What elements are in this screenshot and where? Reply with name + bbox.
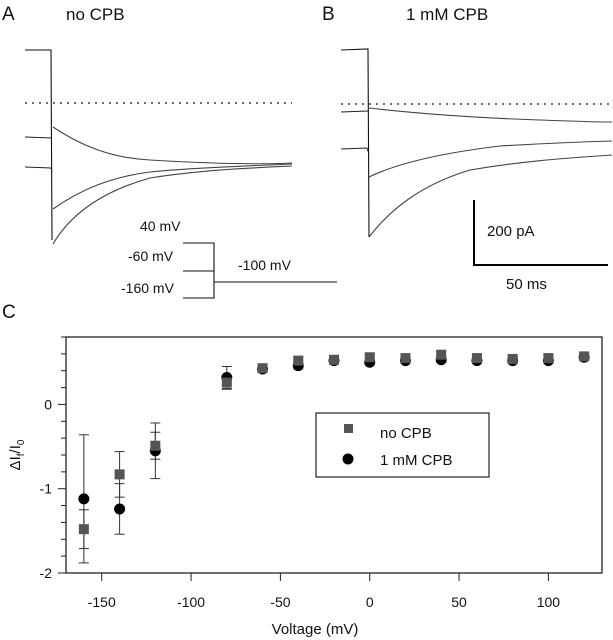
tail-trace-a-3 [52, 165, 293, 245]
protocol-steps [183, 242, 337, 299]
y-tick-label: -1 [40, 481, 53, 497]
legend-frame [315, 412, 490, 478]
legend: no CPB 1 mM CPB [315, 412, 490, 478]
x-axis-ticks: -150 -100 -50 0 50 100 [88, 573, 561, 610]
y-tick-label: 0 [44, 396, 52, 412]
trace-a-prepulse-minus60 [24, 136, 53, 139]
data-point-square [579, 351, 590, 362]
data-point-square [293, 355, 304, 366]
data-point-square [114, 469, 125, 480]
scale-bar-current-label: 200 pA [487, 223, 535, 240]
protocol-label-minus160mv: -160 mV [121, 280, 175, 296]
tail-trace-a-2 [52, 163, 293, 210]
y-label-sub-0: 0 [16, 439, 27, 445]
data-point-circle [78, 493, 90, 505]
y-label-delta-i: ΔI [7, 456, 24, 470]
trace-b-prepulse-minus160 [340, 147, 370, 155]
panel-c-chart: -2 -1 0 -150 -100 -50 0 50 100 Voltage (mV) ΔIf… [7, 336, 603, 638]
x-tick-label: -50 [270, 594, 290, 610]
data-point-square [221, 377, 232, 388]
panel-letter-a: A [2, 4, 15, 25]
trace-a-prepulse-40 [25, 49, 53, 241]
data-point-square [507, 353, 518, 364]
data-point-square [543, 353, 554, 364]
x-tick-label: -100 [177, 594, 205, 610]
panel-a-traces [24, 49, 293, 245]
x-axis-label: Voltage (mV) [272, 621, 359, 638]
tail-trace-a-1 [52, 126, 293, 165]
trace-b-prepulse-40 [340, 48, 370, 238]
data-points [78, 349, 590, 564]
trace-b-prepulse-minus60 [340, 110, 369, 113]
data-point-square [329, 354, 339, 365]
legend-label-1mm-cpb: 1 mM CPB [380, 452, 453, 469]
panel-letter-b: B [322, 4, 335, 25]
legend-marker-circle [342, 453, 354, 465]
scale-bar: 200 pA 50 ms [473, 200, 608, 293]
scale-bar-lines [473, 200, 608, 266]
data-point-square [78, 524, 89, 535]
x-tick-label: -150 [88, 594, 116, 610]
tail-trace-b-2 [368, 140, 613, 178]
y-label-slash-i: /I [7, 445, 24, 453]
data-point-square [257, 363, 268, 374]
voltage-protocol: 40 mV -60 mV -160 mV -100 mV [121, 218, 337, 299]
panel-b-traces [340, 48, 613, 238]
protocol-label-minus100mv: -100 mV [238, 257, 292, 273]
y-axis-label: ΔIf/I0 [7, 439, 27, 470]
legend-marker-square [344, 424, 353, 433]
y-tick-label: -2 [40, 565, 53, 581]
scale-bar-time-label: 50 ms [506, 276, 547, 293]
x-tick-label: 0 [366, 594, 374, 610]
data-point-square [364, 352, 375, 363]
data-point-square [471, 353, 482, 364]
tail-trace-b-1 [368, 107, 613, 123]
panel-title-b: 1 mM CPB [406, 5, 488, 24]
x-tick-label: 50 [451, 594, 467, 610]
data-point-square [400, 353, 411, 364]
x-tick-label: 100 [537, 594, 561, 610]
y-label-sub-f: f [16, 453, 27, 456]
data-point-square [436, 349, 447, 360]
legend-label-no-cpb: no CPB [380, 425, 432, 442]
panel-title-a: no CPB [66, 5, 125, 24]
data-point-circle [114, 503, 126, 515]
protocol-label-40mv: 40 mV [140, 218, 181, 234]
y-axis-label-text: ΔIf/I0 [7, 439, 27, 470]
tail-trace-b-3 [368, 154, 613, 238]
protocol-label-minus60mv: -60 mV [128, 248, 174, 264]
panel-letter-c: C [2, 302, 16, 323]
trace-a-prepulse-minus160 [24, 166, 53, 173]
y-axis-ticks: -2 -1 0 [40, 336, 66, 581]
data-point-square [150, 440, 161, 451]
